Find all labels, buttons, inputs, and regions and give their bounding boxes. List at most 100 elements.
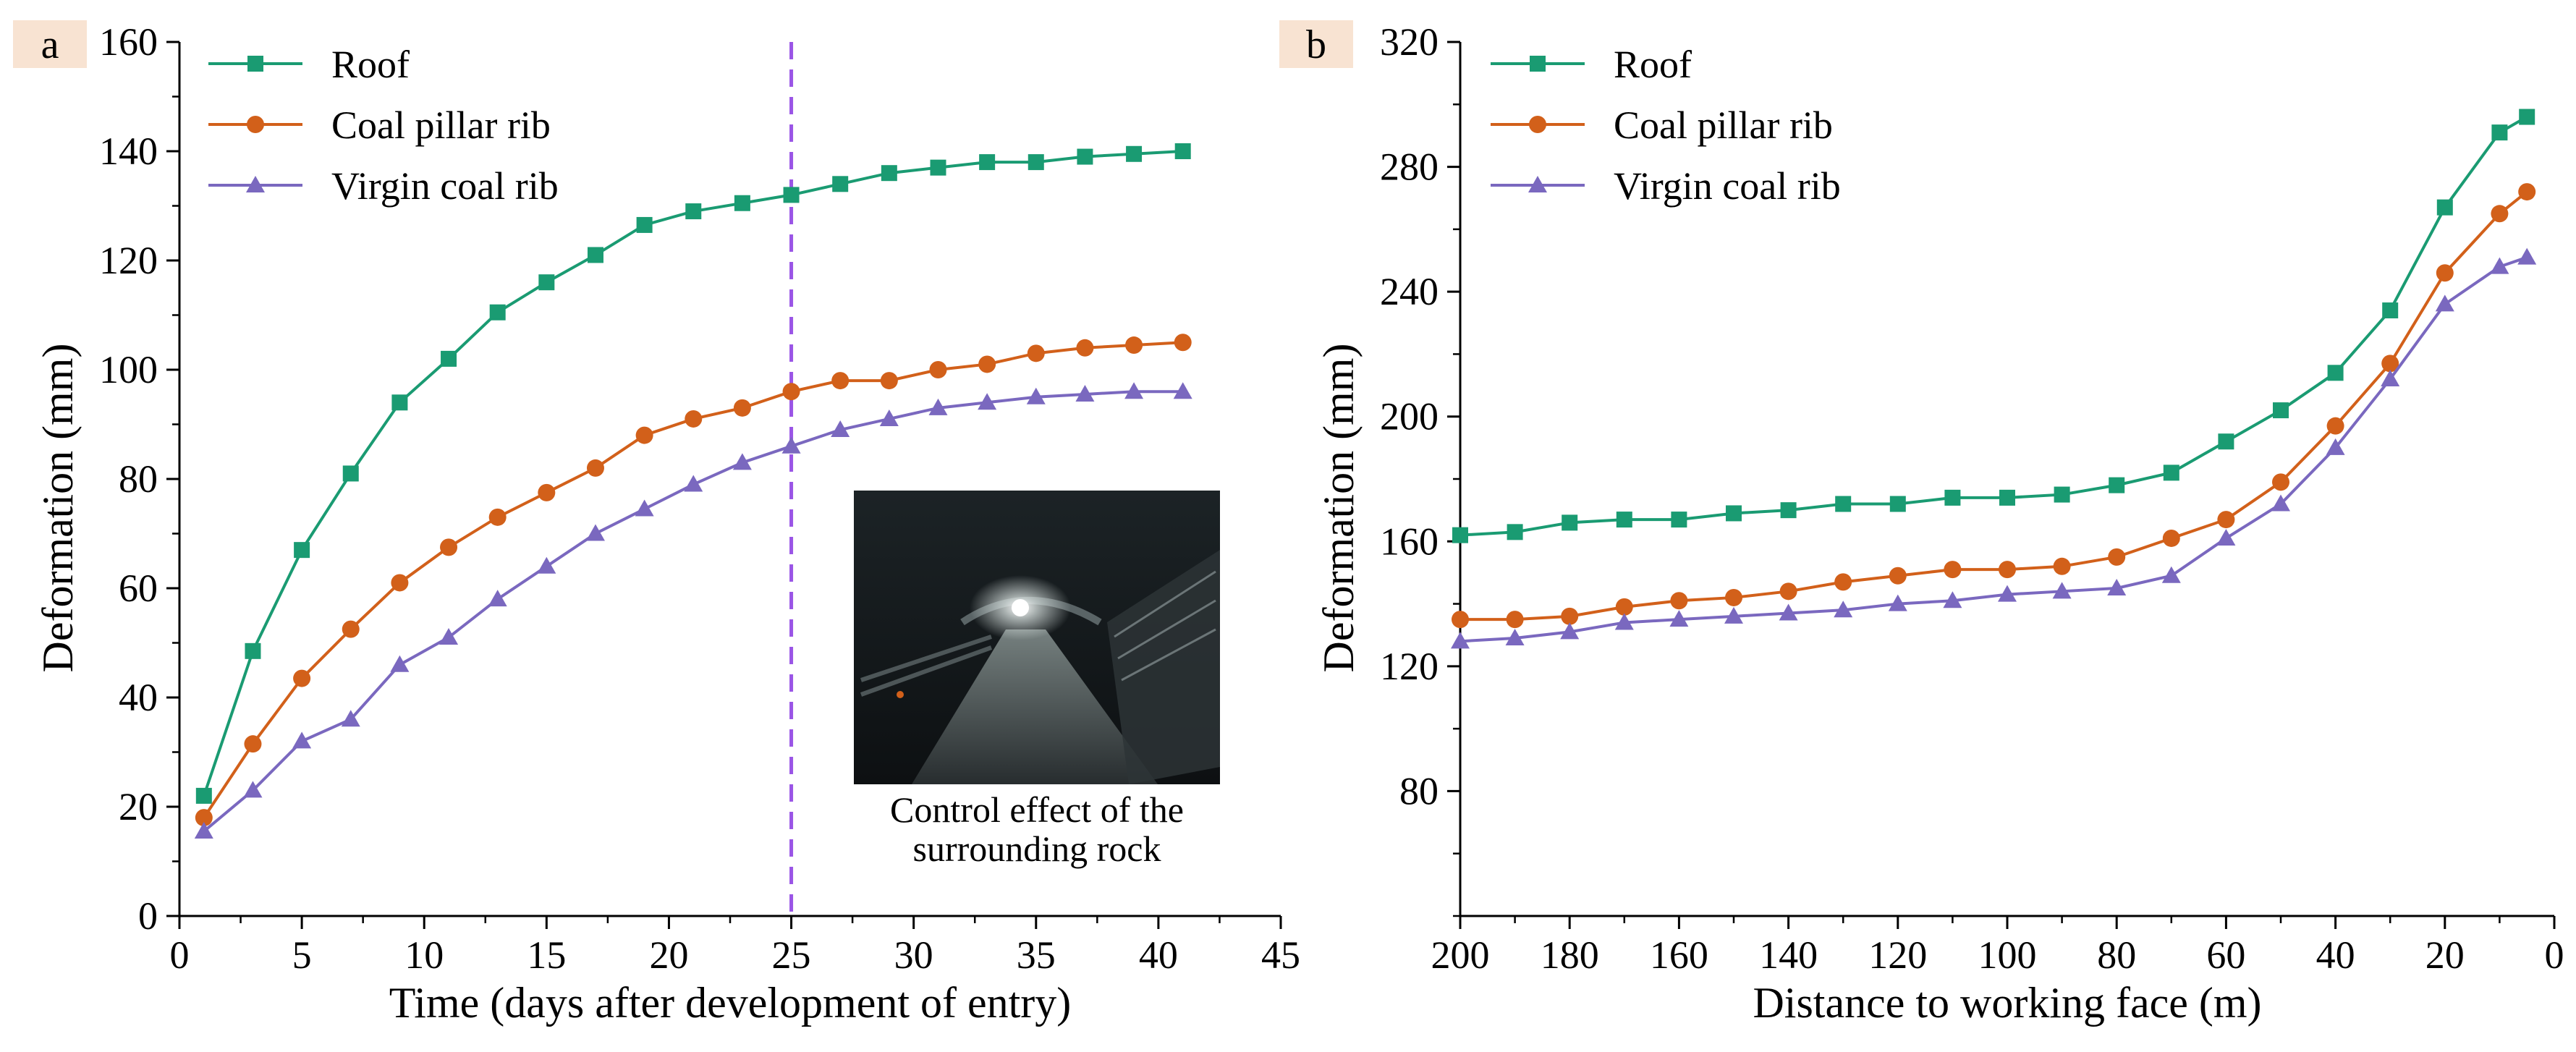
panel-b-tag-bg [1279,20,1353,68]
series-virgin-coal-rib-point [585,524,605,541]
series-roof-point [2273,402,2289,419]
series-virgin-coal-rib-line [1459,255,2528,643]
series-virgin-coal-rib-point [1614,613,1634,630]
series-virgin-coal-rib-point [879,409,899,426]
y-tick-label: 40 [119,676,158,719]
series-roof-point [2109,477,2125,493]
series-roof-point [2327,365,2344,381]
panel-b-series [1451,109,2537,649]
y-tick-label: 100 [99,348,158,391]
series-roof-point [441,350,457,367]
series-coal-pillar-rib-point [538,483,556,501]
series-roof-point [636,216,653,233]
series-coal-pillar-rib-point [2518,183,2536,201]
panel-a-tag: a [13,20,87,68]
series-coal-pillar-rib-point [1027,344,1045,362]
series-roof-point [1452,527,1468,543]
legend-virgin-coal-rib-marker [246,176,265,192]
series-virgin-coal-rib-point [781,436,801,454]
x-tick-label: 100 [1978,933,2037,977]
series-virgin-coal-rib-point [928,398,948,415]
series-virgin-coal-rib-point [2216,528,2236,546]
series-virgin-coal-rib-point [2326,438,2345,455]
x-tick-label: 40 [2316,933,2355,977]
series-coal-pillar-rib-point [929,361,947,378]
tunnel-warning-light [897,691,904,698]
series-roof-point [294,542,310,559]
legend-virgin-coal-rib-label: Virgin coal rib [1614,164,1841,208]
series-virgin-coal-rib-point [2271,494,2290,512]
y-tick-label: 140 [99,130,158,173]
series-virgin-coal-rib-point [684,475,703,492]
series-coal-pillar-rib-line [1460,190,2528,622]
y-tick-label: 80 [1399,769,1439,813]
x-tick-label: 10 [404,933,444,977]
series-virgin-coal-rib-point [1669,610,1689,627]
series-virgin-coal-rib-point [978,393,997,410]
panel-a-legend: Roof Coal pillar rib Virgin coal rib [208,43,559,208]
legend-coal-pillar-rib-marker [1529,116,1546,133]
series-roof-point [2491,124,2508,141]
series-coal-pillar-rib-point [1615,598,1633,616]
series-coal-pillar-rib-point [391,574,409,592]
series-roof-point [342,465,359,482]
series-roof-point [1780,502,1797,519]
series-virgin-coal-rib-point [1173,382,1192,399]
series-roof-point [195,787,212,804]
series-coal-pillar-rib-point [733,399,751,417]
x-tick-label: 20 [2425,933,2465,977]
series-virgin-coal-rib-point [341,710,360,727]
series-coal-pillar-rib-point [685,410,703,428]
series-coal-pillar-rib-point [440,538,458,556]
series-coal-pillar-rib-point [1779,582,1797,601]
series-virgin-coal-rib-point [1779,603,1798,621]
panel-b: b 200 180 160 140 120 100 80 60 40 20 080120160200… [1279,20,2564,1027]
series-roof-point [2436,199,2453,216]
series-roof-point [881,165,897,182]
x-tick-label: 15 [527,933,566,977]
panel-a-tag-label: a [41,22,59,67]
x-tick-label: 120 [1868,933,1927,977]
series-virgin-coal-rib-point [2490,257,2509,274]
series-coal-pillar-rib-point [1670,592,1688,610]
series-coal-pillar-rib-point [1125,336,1143,355]
series-coal-pillar-rib-point [2436,264,2454,282]
y-tick-label: 60 [119,567,158,610]
series-roof-point [1726,505,1742,522]
series-virgin-coal-rib-point [1505,629,1525,646]
y-tick-label: 320 [1380,20,1439,64]
tunnel-mesh-wall [1107,550,1220,784]
y-tick-label: 80 [119,457,158,501]
series-virgin-coal-rib-point [390,655,410,672]
legend-roof-marker [247,56,263,72]
series-coal-pillar-rib-point [1174,334,1192,352]
x-tick-label: 30 [894,933,933,977]
series-virgin-coal-rib-point [2517,247,2537,265]
y-axis-title: Deformation (mm) [1315,344,1363,673]
series-roof-point [245,642,261,659]
series-roof-point [1126,145,1143,162]
series-roof-point [783,187,800,203]
x-axis-title: Distance to working face (m) [1753,979,2261,1027]
tunnel-rail [860,635,993,697]
inset-caption-line-2: surrounding rock [913,828,1161,869]
series-coal-pillar-rib-point [880,372,898,390]
series-roof-point [587,247,603,263]
x-axis-title: Time (days after development of entry) [389,979,1072,1027]
y-tick-label: 120 [1380,645,1439,688]
series-roof-point [1889,496,1906,512]
panel-b-tag: b [1279,20,1353,68]
series-coal-pillar-rib-point [2381,355,2399,373]
series-virgin-coal-rib-point [194,821,213,839]
series-coal-pillar-rib-point [586,459,604,477]
series-virgin-coal-rib-point [1026,387,1046,404]
series-roof-point [832,176,849,192]
panel-b-legend: Roof Coal pillar rib Virgin coal rib [1491,43,1841,208]
y-tick-label: 200 [1380,395,1439,438]
y-tick-label: 240 [1380,270,1439,313]
panel-b-axes: 200 180 160 140 120 100 80 60 40 20 08012016020024… [1315,20,2564,1027]
x-tick-label: 60 [2206,933,2245,977]
legend-coal-pillar-rib-marker [247,116,264,133]
series-virgin-coal-rib-point [2381,369,2400,386]
